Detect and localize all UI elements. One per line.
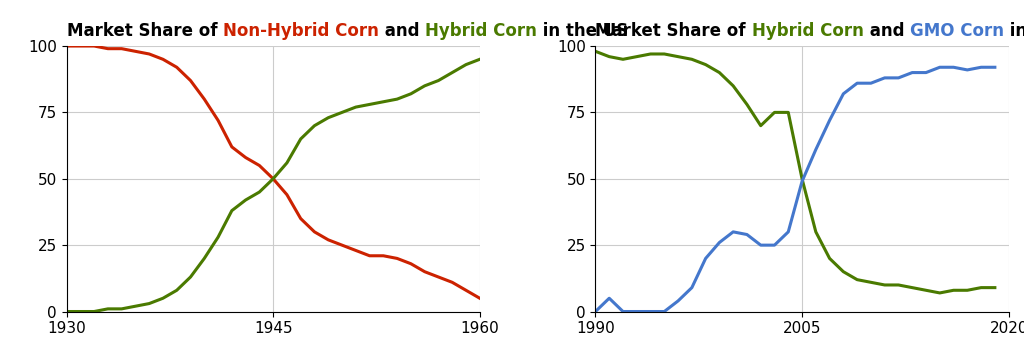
Text: Market Share of: Market Share of	[67, 22, 223, 40]
Text: in the US: in the US	[1004, 22, 1024, 40]
Text: Hybrid Corn: Hybrid Corn	[425, 22, 537, 40]
Text: Hybrid Corn: Hybrid Corn	[752, 22, 863, 40]
Text: in the US: in the US	[537, 22, 628, 40]
Text: Market Share of: Market Share of	[595, 22, 752, 40]
Text: and: and	[379, 22, 425, 40]
Text: GMO Corn: GMO Corn	[909, 22, 1004, 40]
Text: and: and	[863, 22, 909, 40]
Text: Non-Hybrid Corn: Non-Hybrid Corn	[223, 22, 379, 40]
